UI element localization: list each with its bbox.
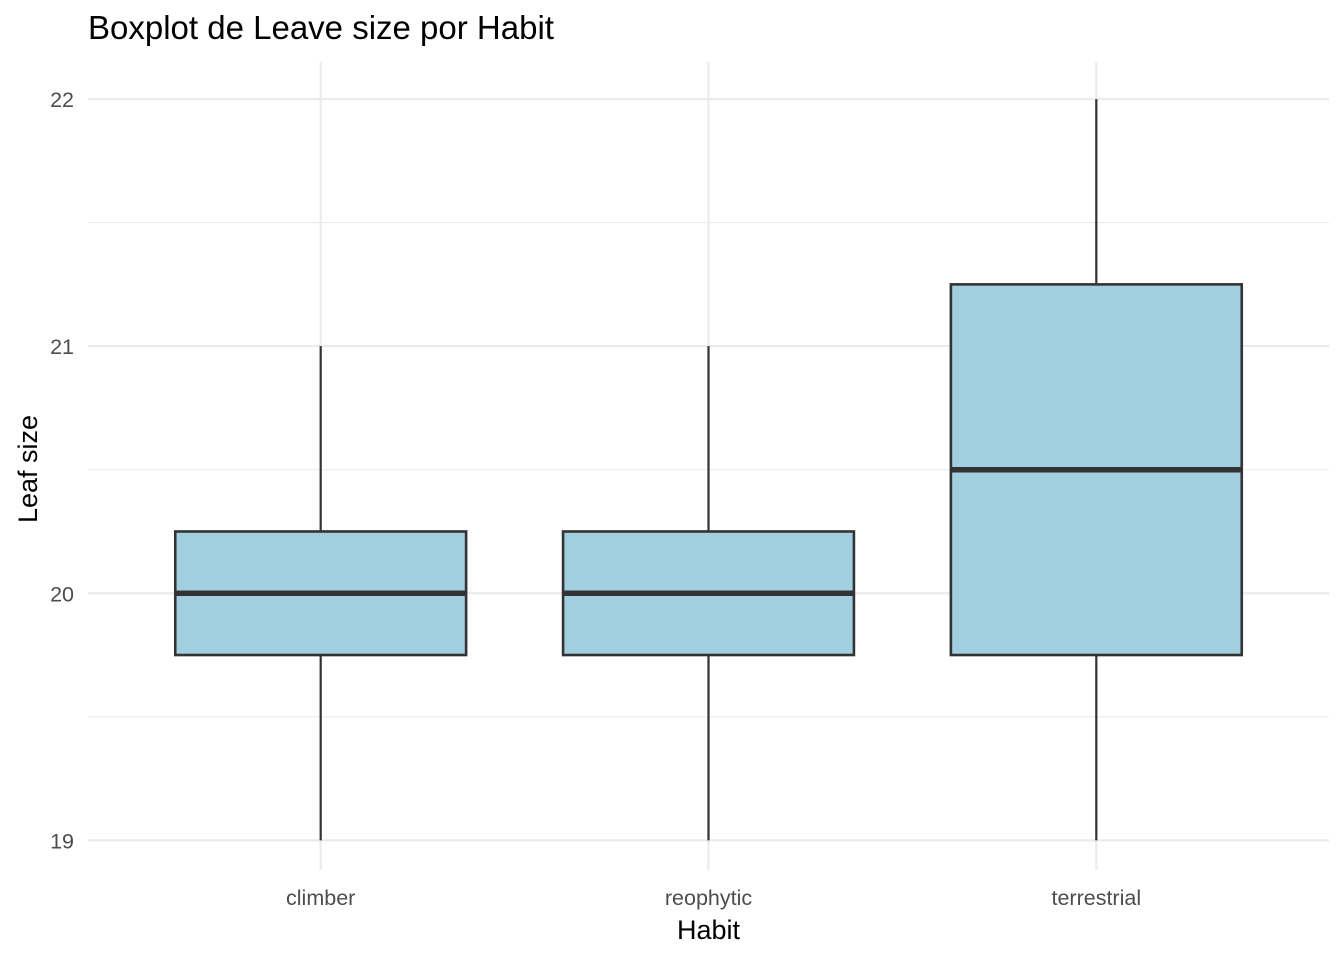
x-tick-label: climber [286, 886, 355, 910]
chart-title: Boxplot de Leave size por Habit [88, 9, 554, 46]
y-tick-label: 21 [50, 335, 74, 359]
y-tick-label: 22 [50, 88, 74, 112]
x-tick-label: terrestrial [1052, 886, 1142, 910]
y-tick-label: 19 [50, 829, 74, 853]
box-terrestrial [949, 99, 1244, 841]
box-climber [173, 346, 468, 841]
y-tick-label: 20 [50, 582, 74, 606]
x-axis-title: Habit [677, 915, 741, 945]
x-axis-ticks: climber reophytic terrestrial [286, 886, 1141, 910]
boxes [173, 99, 1244, 841]
y-axis-ticks: 19 20 21 22 [50, 88, 74, 853]
x-tick-label: reophytic [665, 886, 752, 910]
y-axis-title: Leaf size [13, 415, 43, 523]
box-reophytic [561, 346, 856, 841]
